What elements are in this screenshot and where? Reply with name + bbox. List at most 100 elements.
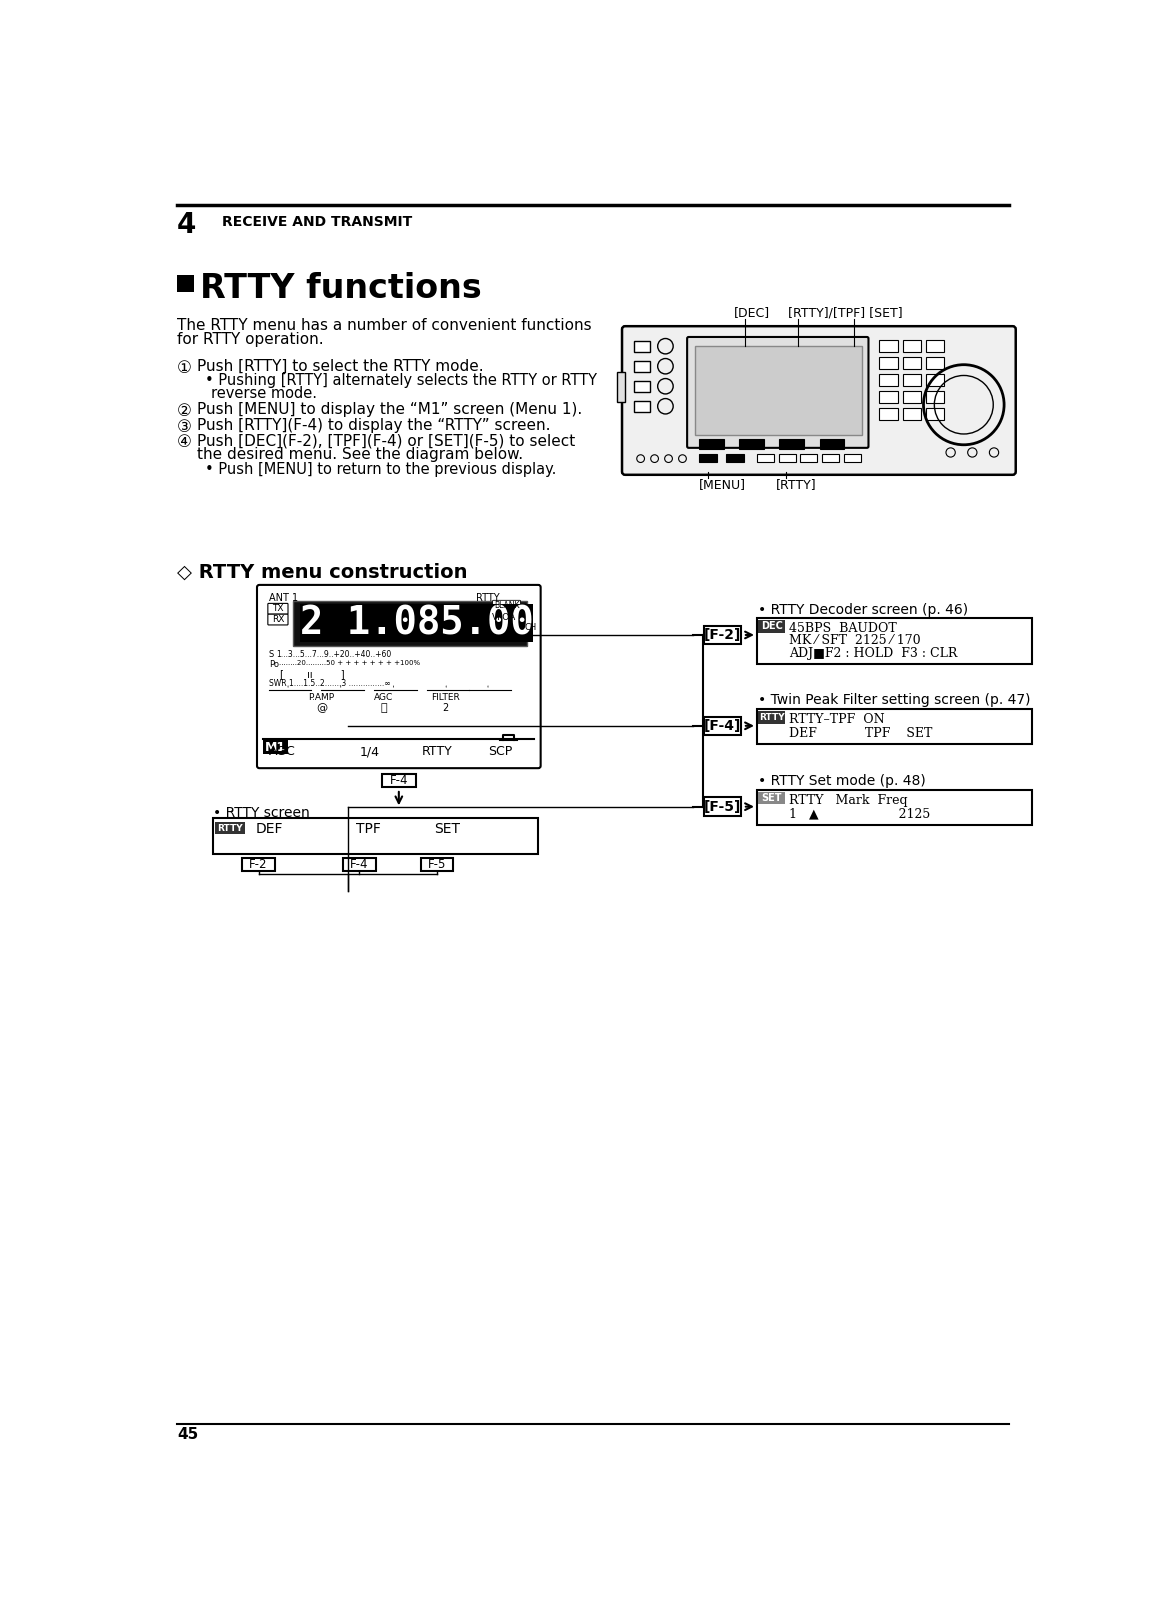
Bar bbox=[902, 357, 921, 370]
Bar bbox=[382, 773, 415, 788]
Bar bbox=[759, 793, 784, 804]
Text: ADJ■F2 : HOLD  F3 : CLR: ADJ■F2 : HOLD F3 : CLR bbox=[789, 647, 958, 660]
Bar bbox=[926, 340, 944, 352]
Bar bbox=[618, 371, 625, 402]
Text: 1   ▲                    2125: 1 ▲ 2125 bbox=[789, 807, 930, 820]
Bar bbox=[705, 716, 742, 734]
Bar bbox=[902, 391, 921, 404]
FancyBboxPatch shape bbox=[268, 614, 288, 626]
Bar bbox=[705, 626, 742, 644]
Text: DEF: DEF bbox=[256, 822, 283, 836]
Text: P.AMP: P.AMP bbox=[308, 692, 334, 702]
Bar bbox=[926, 408, 944, 420]
Text: RTTY functions: RTTY functions bbox=[200, 272, 482, 305]
Text: @: @ bbox=[316, 704, 327, 713]
Bar bbox=[757, 454, 774, 462]
Text: RTTY–TPF  ON: RTTY–TPF ON bbox=[789, 713, 885, 726]
Text: Po: Po bbox=[268, 660, 279, 669]
Bar bbox=[705, 798, 742, 815]
Text: 45: 45 bbox=[177, 1426, 198, 1441]
Text: 45BPS  BAUDOT: 45BPS BAUDOT bbox=[789, 622, 897, 635]
Text: BLANK: BLANK bbox=[494, 601, 519, 609]
Text: F-5: F-5 bbox=[428, 858, 445, 872]
Bar bbox=[699, 454, 717, 462]
Text: Push [MENU] to display the “M1” screen (Menu 1).: Push [MENU] to display the “M1” screen (… bbox=[198, 402, 583, 418]
Text: • RTTY Set mode (p. 48): • RTTY Set mode (p. 48) bbox=[759, 775, 926, 788]
Bar bbox=[821, 454, 839, 462]
Text: reverse mode.: reverse mode. bbox=[212, 386, 317, 402]
Text: [F-2]: [F-2] bbox=[705, 627, 742, 642]
Text: 2 1.085.00: 2 1.085.00 bbox=[300, 605, 533, 642]
Bar bbox=[634, 361, 650, 371]
Text: DEC: DEC bbox=[760, 621, 782, 632]
Bar bbox=[801, 454, 817, 462]
Bar bbox=[926, 391, 944, 404]
Text: Push [RTTY](F-4) to display the “RTTY” screen.: Push [RTTY](F-4) to display the “RTTY” s… bbox=[198, 418, 551, 433]
Bar bbox=[342, 858, 376, 872]
Bar bbox=[757, 618, 1032, 665]
Text: DEF            TPF    SET: DEF TPF SET bbox=[789, 726, 933, 739]
Text: • Push [MENU] to return to the previous display.: • Push [MENU] to return to the previous … bbox=[205, 462, 557, 477]
Text: SCP: SCP bbox=[488, 746, 513, 759]
Bar bbox=[780, 439, 804, 449]
Text: AGC: AGC bbox=[268, 746, 295, 759]
Bar bbox=[634, 340, 650, 352]
Text: [F-5]: [F-5] bbox=[705, 799, 742, 814]
Bar bbox=[879, 391, 898, 404]
Bar bbox=[902, 340, 921, 352]
Text: RTTY   Mark  Freq: RTTY Mark Freq bbox=[789, 794, 908, 807]
Text: 1/4: 1/4 bbox=[360, 746, 381, 759]
Bar bbox=[879, 340, 898, 352]
Text: SWR 1....1.5..2.......3 ...............∞: SWR 1....1.5..2.......3 ...............∞ bbox=[268, 679, 390, 687]
Bar bbox=[634, 400, 650, 412]
Bar bbox=[879, 408, 898, 420]
Text: [: [ bbox=[280, 669, 283, 679]
Text: The RTTY menu has a number of convenient functions: The RTTY menu has a number of convenient… bbox=[177, 318, 591, 332]
Text: • Twin Peak Filter setting screen (p. 47): • Twin Peak Filter setting screen (p. 47… bbox=[759, 694, 1031, 707]
Text: MK ⁄ SFT  2125 ⁄ 170: MK ⁄ SFT 2125 ⁄ 170 bbox=[789, 634, 921, 647]
Text: 2: 2 bbox=[442, 704, 449, 713]
Bar bbox=[634, 381, 650, 392]
Text: ①: ① bbox=[177, 358, 192, 376]
Text: AGC: AGC bbox=[374, 692, 393, 702]
Bar bbox=[759, 621, 784, 632]
Bar bbox=[263, 741, 288, 754]
Bar bbox=[420, 858, 454, 872]
Text: SET: SET bbox=[434, 822, 459, 836]
FancyBboxPatch shape bbox=[268, 603, 288, 614]
Text: ②: ② bbox=[177, 402, 192, 420]
Bar bbox=[757, 789, 1032, 825]
Bar bbox=[242, 858, 275, 872]
Text: [F-4]: [F-4] bbox=[705, 718, 742, 733]
Bar bbox=[902, 408, 921, 420]
FancyBboxPatch shape bbox=[257, 585, 540, 768]
Bar bbox=[843, 454, 861, 462]
Text: 2 1.085.00: 2 1.085.00 bbox=[300, 605, 533, 642]
Text: Push [RTTY] to select the RTTY mode.: Push [RTTY] to select the RTTY mode. bbox=[198, 358, 484, 373]
Text: F-4: F-4 bbox=[390, 773, 408, 786]
Text: ③: ③ bbox=[177, 418, 192, 436]
Text: TX: TX bbox=[272, 605, 283, 613]
Bar bbox=[759, 712, 784, 723]
Text: VFOA: VFOA bbox=[492, 613, 516, 622]
Bar bbox=[879, 374, 898, 386]
Bar bbox=[926, 374, 944, 386]
Bar bbox=[819, 439, 845, 449]
Bar bbox=[215, 822, 244, 835]
Text: [RTTY]: [RTTY] bbox=[776, 478, 817, 491]
Text: ........20.........50 + + + + + + + +100%: ........20.........50 + + + + + + + +100… bbox=[280, 660, 421, 666]
Text: • Pushing [RTTY] alternately selects the RTTY or RTTY: • Pushing [RTTY] alternately selects the… bbox=[205, 373, 597, 387]
Text: M1: M1 bbox=[265, 741, 286, 754]
Bar bbox=[213, 819, 538, 854]
Text: • RTTY screen: • RTTY screen bbox=[213, 806, 310, 820]
Text: • RTTY Decoder screen (p. 46): • RTTY Decoder screen (p. 46) bbox=[759, 603, 968, 616]
Text: FILTER: FILTER bbox=[430, 692, 459, 702]
Bar bbox=[695, 347, 862, 434]
Bar bbox=[879, 357, 898, 370]
Text: ④: ④ bbox=[177, 433, 192, 451]
Bar bbox=[757, 708, 1032, 744]
Bar bbox=[294, 601, 528, 645]
Text: [MENU]: [MENU] bbox=[699, 478, 746, 491]
Bar bbox=[699, 439, 723, 449]
Bar bbox=[725, 454, 744, 462]
